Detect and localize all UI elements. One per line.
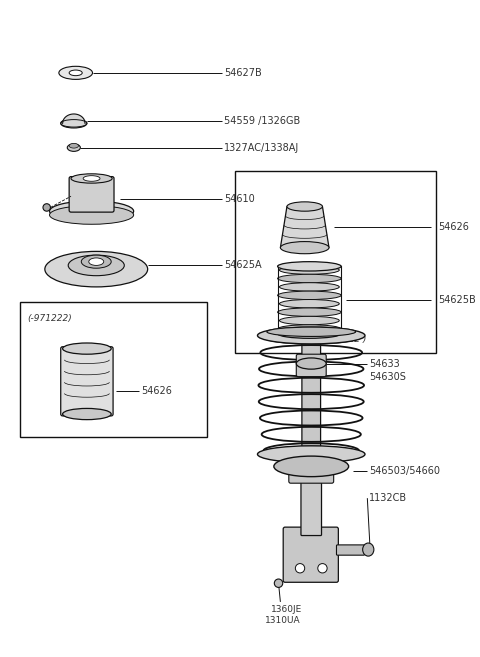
Ellipse shape	[69, 70, 82, 76]
Ellipse shape	[318, 564, 327, 573]
Ellipse shape	[69, 143, 79, 148]
Ellipse shape	[81, 255, 111, 268]
Text: 54630S: 54630S	[369, 372, 406, 382]
Text: 54559 /1326GB: 54559 /1326GB	[224, 116, 300, 126]
FancyBboxPatch shape	[302, 323, 321, 488]
Ellipse shape	[43, 204, 50, 211]
Bar	[20, 302, 206, 438]
Ellipse shape	[363, 543, 374, 556]
Text: 546503/54660: 546503/54660	[369, 466, 440, 476]
Text: 54610: 54610	[224, 194, 255, 204]
Ellipse shape	[267, 327, 356, 336]
Text: (-971222): (-971222)	[27, 314, 72, 323]
Ellipse shape	[62, 343, 111, 354]
Text: 54633: 54633	[369, 359, 400, 369]
Text: 1310UA: 1310UA	[264, 616, 300, 625]
FancyBboxPatch shape	[69, 177, 114, 212]
Ellipse shape	[279, 317, 339, 325]
FancyBboxPatch shape	[289, 463, 334, 483]
Ellipse shape	[274, 579, 283, 587]
Ellipse shape	[277, 261, 341, 271]
Ellipse shape	[295, 564, 305, 573]
Ellipse shape	[277, 308, 341, 317]
Ellipse shape	[61, 119, 87, 128]
Ellipse shape	[279, 300, 339, 308]
Ellipse shape	[257, 327, 365, 344]
FancyBboxPatch shape	[296, 354, 326, 376]
Ellipse shape	[62, 409, 111, 420]
Text: 54626: 54626	[438, 222, 469, 232]
Ellipse shape	[68, 255, 124, 276]
Bar	[235, 171, 435, 353]
Ellipse shape	[277, 291, 341, 300]
Ellipse shape	[274, 456, 348, 477]
Text: 54627B: 54627B	[224, 68, 262, 78]
Ellipse shape	[83, 175, 100, 181]
Polygon shape	[280, 206, 329, 248]
Text: (971222 ): (971222 )	[322, 335, 366, 344]
FancyBboxPatch shape	[336, 545, 364, 555]
Ellipse shape	[89, 258, 104, 265]
Ellipse shape	[277, 329, 341, 338]
FancyBboxPatch shape	[61, 347, 113, 416]
Ellipse shape	[59, 66, 93, 79]
Ellipse shape	[71, 174, 112, 183]
Ellipse shape	[257, 446, 365, 463]
Text: 54625A: 54625A	[224, 260, 262, 271]
Ellipse shape	[279, 266, 339, 274]
Text: 54626: 54626	[141, 386, 172, 396]
Ellipse shape	[45, 252, 148, 287]
Text: 1360JE: 1360JE	[271, 605, 302, 614]
FancyBboxPatch shape	[301, 482, 322, 535]
Ellipse shape	[277, 325, 341, 333]
Ellipse shape	[67, 144, 80, 151]
Text: 1132CB: 1132CB	[369, 493, 408, 503]
Text: 54625B: 54625B	[438, 295, 476, 305]
Ellipse shape	[280, 242, 329, 254]
Ellipse shape	[277, 274, 341, 283]
Ellipse shape	[279, 283, 339, 291]
FancyBboxPatch shape	[283, 527, 338, 582]
Ellipse shape	[296, 358, 326, 369]
Text: 1327AC/1338AJ: 1327AC/1338AJ	[224, 143, 300, 152]
Ellipse shape	[287, 202, 323, 211]
Ellipse shape	[49, 201, 133, 221]
Ellipse shape	[49, 206, 133, 224]
